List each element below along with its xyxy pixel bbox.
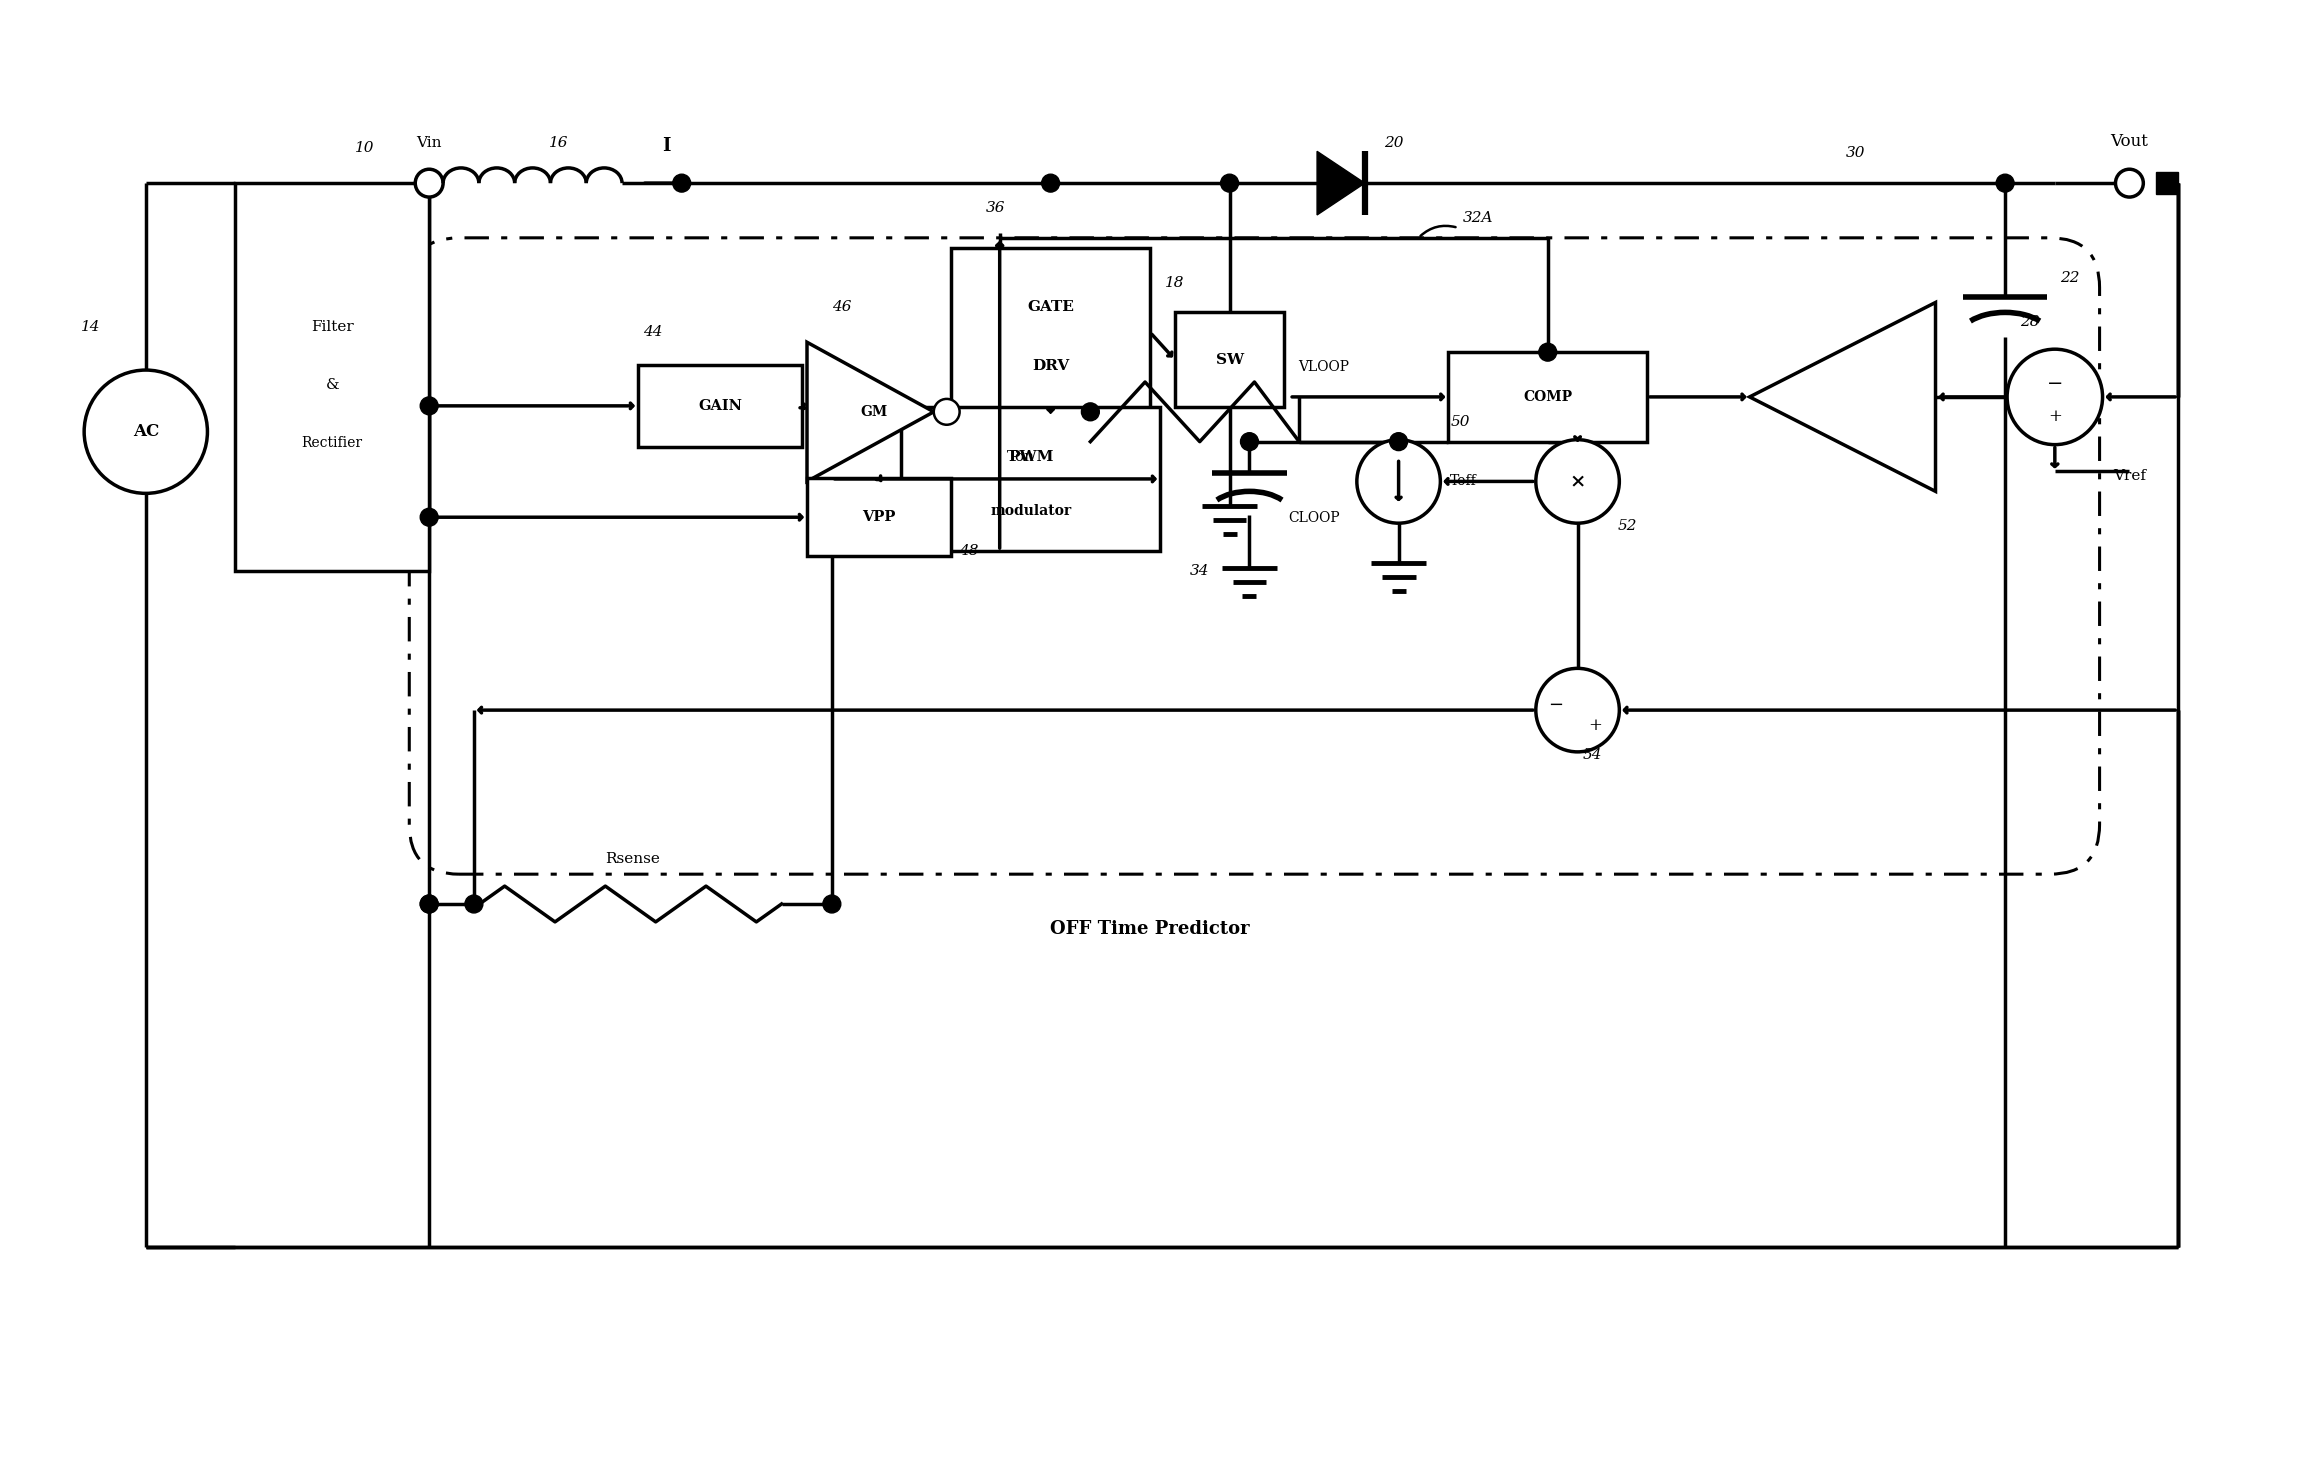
Circle shape bbox=[420, 508, 439, 526]
Text: −: − bbox=[1548, 696, 1564, 714]
Circle shape bbox=[1042, 174, 1060, 193]
Polygon shape bbox=[806, 342, 933, 482]
Bar bbox=[2155, 172, 2178, 194]
Text: ×: × bbox=[1568, 473, 1585, 491]
Bar bbox=[1176, 312, 1284, 407]
Text: AC: AC bbox=[132, 423, 159, 441]
Circle shape bbox=[1538, 343, 1557, 361]
Circle shape bbox=[1356, 439, 1441, 523]
Text: 44: 44 bbox=[642, 326, 663, 339]
Circle shape bbox=[1996, 174, 2014, 193]
Text: Ton: Ton bbox=[1007, 450, 1035, 464]
Text: COMP: COMP bbox=[1522, 390, 1573, 404]
Text: 22: 22 bbox=[2061, 270, 2079, 285]
Circle shape bbox=[822, 895, 841, 912]
Text: 18: 18 bbox=[1164, 276, 1185, 289]
Circle shape bbox=[420, 895, 439, 912]
Text: 14: 14 bbox=[81, 320, 102, 334]
Bar bbox=[952, 248, 1150, 416]
Text: PWM: PWM bbox=[1007, 450, 1053, 464]
Text: I: I bbox=[663, 137, 670, 155]
Circle shape bbox=[1081, 403, 1100, 420]
Bar bbox=[806, 479, 952, 556]
Circle shape bbox=[1240, 432, 1259, 451]
Text: 34: 34 bbox=[1190, 564, 1210, 578]
Text: Filter: Filter bbox=[312, 320, 353, 334]
Circle shape bbox=[83, 369, 208, 493]
Text: −: − bbox=[2047, 375, 2063, 393]
Text: CLOOP: CLOOP bbox=[1289, 511, 1340, 526]
Circle shape bbox=[416, 169, 444, 197]
Circle shape bbox=[2116, 169, 2144, 197]
Text: 20: 20 bbox=[1384, 136, 1404, 150]
Polygon shape bbox=[1749, 302, 1936, 492]
Text: OFF Time Predictor: OFF Time Predictor bbox=[1051, 920, 1250, 937]
Circle shape bbox=[1391, 432, 1407, 451]
Text: 30: 30 bbox=[1846, 146, 1866, 161]
Text: Rsense: Rsense bbox=[605, 853, 661, 866]
Text: Rectifier: Rectifier bbox=[303, 437, 363, 450]
Text: 36: 36 bbox=[986, 201, 1005, 215]
Polygon shape bbox=[1317, 152, 1365, 215]
Circle shape bbox=[933, 399, 959, 425]
Text: 54: 54 bbox=[1582, 748, 1603, 762]
Circle shape bbox=[420, 895, 439, 912]
Text: 50: 50 bbox=[1451, 415, 1469, 429]
Text: modulator: modulator bbox=[991, 504, 1072, 518]
Text: &: & bbox=[326, 378, 340, 391]
Text: 46: 46 bbox=[832, 301, 852, 314]
Text: GAIN: GAIN bbox=[698, 399, 742, 413]
Text: DRV: DRV bbox=[1033, 359, 1070, 374]
Text: 28: 28 bbox=[2021, 315, 2040, 330]
Circle shape bbox=[672, 174, 691, 193]
Text: 10: 10 bbox=[356, 142, 374, 155]
Circle shape bbox=[1536, 439, 1619, 523]
Text: Vout: Vout bbox=[2111, 133, 2148, 150]
Text: Vref: Vref bbox=[2114, 470, 2146, 483]
Text: 48: 48 bbox=[959, 545, 979, 558]
Bar bbox=[1448, 352, 1647, 442]
Text: SW: SW bbox=[1215, 353, 1243, 366]
Bar bbox=[236, 182, 430, 571]
Text: Toff: Toff bbox=[1451, 474, 1476, 489]
Circle shape bbox=[1220, 174, 1238, 193]
Text: 52: 52 bbox=[1617, 520, 1638, 533]
Bar bbox=[638, 365, 802, 447]
Circle shape bbox=[1536, 669, 1619, 752]
Text: Vin: Vin bbox=[416, 136, 441, 150]
Circle shape bbox=[2007, 349, 2102, 445]
Text: +: + bbox=[1589, 717, 1603, 733]
Text: +: + bbox=[2049, 409, 2063, 425]
Text: 32A: 32A bbox=[1462, 210, 1492, 225]
Text: 16: 16 bbox=[550, 136, 568, 150]
Bar bbox=[901, 407, 1160, 550]
Circle shape bbox=[420, 397, 439, 415]
Text: GM: GM bbox=[862, 404, 887, 419]
Text: VLOOP: VLOOP bbox=[1298, 361, 1349, 374]
Text: GATE: GATE bbox=[1028, 299, 1074, 314]
Text: VPP: VPP bbox=[862, 510, 896, 524]
Circle shape bbox=[464, 895, 483, 912]
